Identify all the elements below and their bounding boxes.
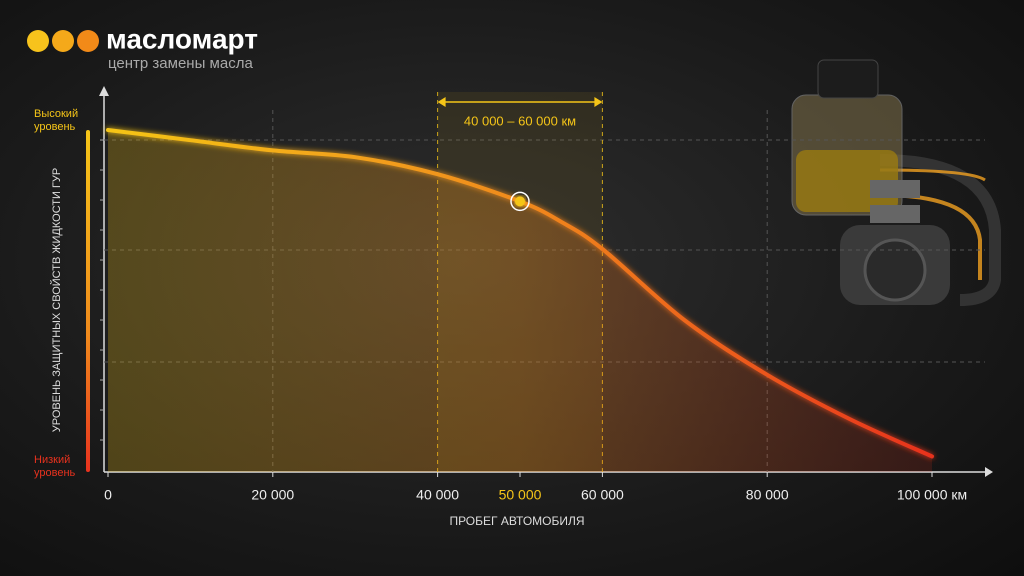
product-illustration	[791, 59, 1001, 306]
highlight-ring	[510, 191, 530, 212]
y-bottom-label: Низкий уровень	[34, 454, 76, 479]
line	[106, 128, 934, 459]
x-tick-label: 100 000 км	[897, 487, 967, 503]
x-tick-label: 60 000	[581, 487, 624, 503]
level-bar	[86, 130, 90, 472]
range-label: 40 000 – 60 000 км	[464, 113, 576, 128]
x-tick-label: 50 000	[499, 487, 542, 503]
x-tick-label: 0	[104, 487, 112, 503]
y-minor-ticks	[100, 139, 104, 441]
logo-dot	[27, 30, 49, 52]
y-axis-title: УРОВЕНЬ ЗАЩИТНЫХ СВОЙСТВ ЖИДКОСТИ ГУР	[50, 168, 63, 433]
logo-dot	[77, 30, 99, 52]
logo-dot	[52, 30, 74, 52]
x-axis-title: ПРОБЕГ АВТОМОБИЛЯ	[449, 514, 584, 528]
area	[108, 130, 932, 472]
x-tick-label: 80 000	[746, 487, 789, 503]
x-tick-label: 20 000	[251, 487, 294, 503]
x-axis-arrow	[985, 467, 993, 477]
brand-tagline: центр замены масла	[108, 55, 253, 72]
highlight-point	[515, 196, 525, 207]
y-axis-arrow	[99, 86, 109, 96]
brand-name: масломарт	[106, 23, 258, 54]
x-tick-label: 40 000	[416, 487, 459, 503]
y-top-label: Высокий уровень	[34, 108, 79, 133]
